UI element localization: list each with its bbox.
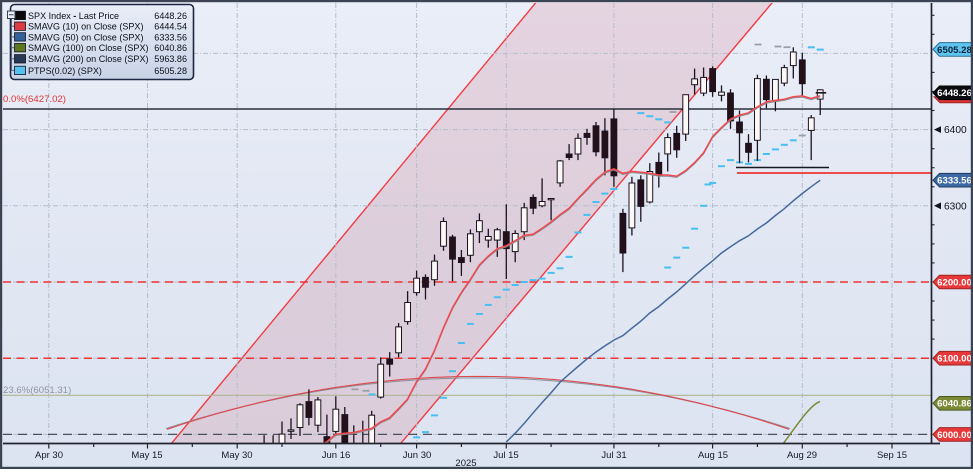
svg-text:2025: 2025 <box>455 458 476 469</box>
svg-text:SPX Index - Last Price: SPX Index - Last Price <box>28 11 119 21</box>
svg-text:Sep 15: Sep 15 <box>877 450 907 461</box>
svg-text:6333.56: 6333.56 <box>937 176 972 187</box>
svg-text:Jun 30: Jun 30 <box>403 450 432 461</box>
svg-text:Aug 15: Aug 15 <box>698 450 728 461</box>
svg-text:6333.56: 6333.56 <box>154 32 187 42</box>
svg-text:6444.54: 6444.54 <box>154 22 187 32</box>
svg-text:Jul 15: Jul 15 <box>493 450 518 461</box>
svg-text:5963.86: 5963.86 <box>154 54 187 64</box>
svg-text:SMAVG (200) on Close (SPX): SMAVG (200) on Close (SPX) <box>28 54 149 64</box>
svg-text:May 30: May 30 <box>221 450 252 461</box>
svg-text:May 15: May 15 <box>131 450 162 461</box>
svg-text:6505.28: 6505.28 <box>154 66 187 76</box>
svg-text:6400: 6400 <box>944 125 967 136</box>
svg-text:Apr 30: Apr 30 <box>35 450 63 461</box>
svg-text:6200.00: 6200.00 <box>937 277 972 288</box>
svg-text:6300: 6300 <box>944 201 967 212</box>
svg-text:SMAVG (50) on Close (SPX): SMAVG (50) on Close (SPX) <box>28 32 143 42</box>
svg-text:6448.26: 6448.26 <box>937 88 972 99</box>
svg-text:6448.26: 6448.26 <box>154 11 187 21</box>
svg-text:Jun 16: Jun 16 <box>322 450 351 461</box>
svg-text:6000.00: 6000.00 <box>937 430 972 441</box>
svg-text:SMAVG (100) on Close (SPX): SMAVG (100) on Close (SPX) <box>28 43 149 53</box>
svg-text:6505.28: 6505.28 <box>937 45 972 56</box>
svg-text:0.0%(6427.02): 0.0%(6427.02) <box>3 94 66 105</box>
svg-text:6040.86: 6040.86 <box>937 399 972 410</box>
svg-text:SMAVG (10) on Close (SPX): SMAVG (10) on Close (SPX) <box>28 22 143 32</box>
svg-text:23.6%(6051.31): 23.6%(6051.31) <box>3 385 71 396</box>
svg-text:Aug 29: Aug 29 <box>787 450 817 461</box>
svg-text:Jul 31: Jul 31 <box>601 450 626 461</box>
svg-text:6100.00: 6100.00 <box>937 354 972 365</box>
svg-text:PTPS(0.02) (SPX): PTPS(0.02) (SPX) <box>28 66 102 76</box>
svg-text:6040.86: 6040.86 <box>154 43 187 53</box>
